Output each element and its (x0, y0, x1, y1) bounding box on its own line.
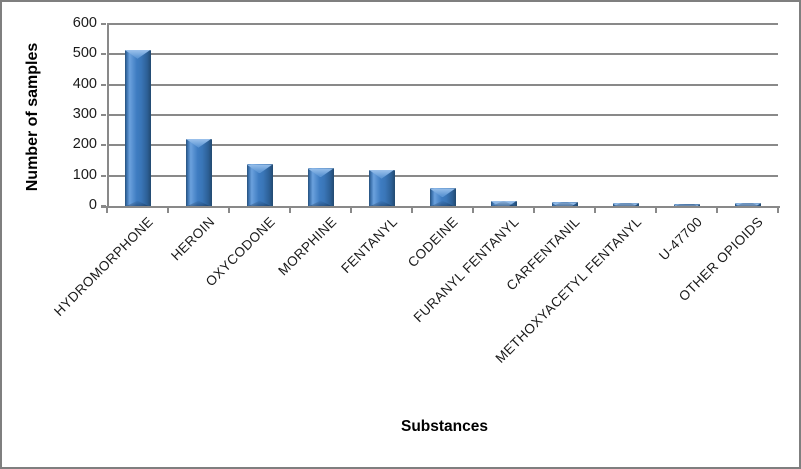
x-category-label-heroin: HEROIN (167, 214, 218, 264)
bar-hydromorphone (124, 49, 151, 207)
bar-u-47700 (673, 204, 700, 207)
x-axis-line (101, 206, 780, 208)
x-tick-6 (472, 208, 474, 213)
x-axis-title: Substances (400, 418, 488, 435)
bar-furanyl-fentanyl (490, 200, 517, 207)
y-tick-label-100: 100 (72, 166, 97, 183)
y-axis-line (107, 24, 109, 208)
x-tick-5 (411, 208, 413, 213)
bar-morphine (307, 168, 334, 207)
x-category-label-fentanyl: FENTANYL (338, 214, 401, 277)
y-tick-label-300: 300 (72, 106, 97, 122)
x-tick-0 (106, 208, 108, 213)
y-tick-label-0: 0 (88, 197, 97, 213)
y-tick-label-400: 400 (72, 75, 97, 92)
y-tick-400 (101, 83, 106, 86)
x-category-label-furanyl-fentanyl: FURANYL FENTANYL (410, 214, 523, 326)
gridline-y-400 (107, 83, 778, 86)
y-tick-100 (101, 174, 106, 177)
x-category-label-morphine: MORPHINE (274, 214, 340, 279)
x-tick-1 (167, 208, 169, 213)
bar-heroin (185, 138, 212, 207)
x-category-label-u-47700: U-47700 (655, 214, 706, 264)
x-category-label-codeine: CODEINE (405, 214, 462, 271)
y-tick-label-200: 200 (72, 136, 97, 153)
y-tick-300 (101, 114, 106, 116)
x-tick-10 (716, 208, 718, 213)
y-tick-500 (101, 53, 106, 56)
gridline-y-600 (107, 23, 778, 25)
x-tick-7 (533, 208, 535, 213)
bar-methoxyacetyl-fentanyl (612, 203, 639, 207)
gridline-y-200 (107, 144, 778, 147)
y-tick-600 (101, 23, 106, 25)
x-tick-9 (655, 208, 657, 213)
y-tick-label-600: 600 (72, 15, 97, 31)
x-tick-8 (594, 208, 596, 213)
gridline-y-300 (107, 114, 778, 116)
y-tick-200 (101, 144, 106, 147)
x-tick-11 (777, 208, 779, 213)
gridline-y-100 (107, 174, 778, 177)
x-tick-2 (228, 208, 230, 213)
bar-fentanyl (368, 169, 395, 207)
x-tick-3 (289, 208, 291, 213)
gridline-y-500 (107, 53, 778, 56)
x-tick-4 (350, 208, 352, 213)
bar-oxycodone (246, 164, 273, 207)
bar-other-opioids (734, 203, 761, 207)
bar-codeine (429, 188, 456, 207)
bar-carfentanil (551, 202, 578, 207)
y-tick-label-500: 500 (72, 45, 97, 62)
x-category-label-hydromorphone: HYDROMORPHONE (51, 214, 157, 319)
